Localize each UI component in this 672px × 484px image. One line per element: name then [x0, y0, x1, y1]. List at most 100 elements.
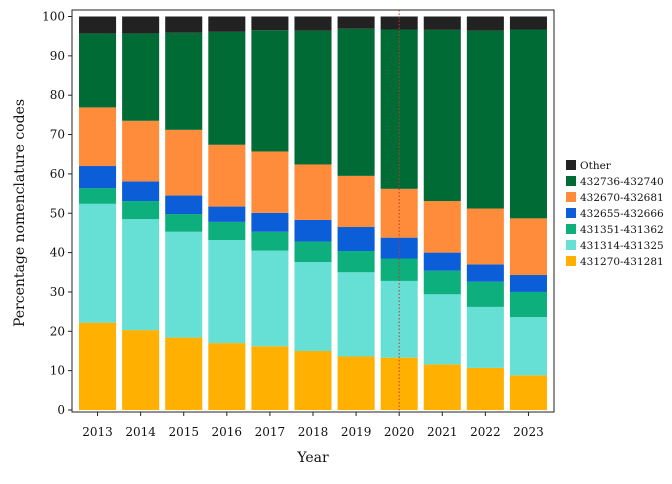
bar-segment-432736-432740-2021: [423, 29, 461, 202]
bar-segment-431314-431325-2023: [509, 317, 547, 376]
bar-segment-431314-431325-2014: [122, 219, 160, 331]
bar-segment-431270-431281-2021: [423, 364, 461, 410]
bar-segment-431351-431362-2013: [79, 188, 117, 204]
bar-segment-Other-2020: [380, 16, 418, 30]
bar-segment-431314-431325-2013: [79, 203, 117, 323]
bar-segment-432655-432666-2023: [509, 275, 547, 292]
y-tick-label: 60: [50, 167, 65, 181]
legend-swatch-432736-432740: [566, 176, 576, 186]
legend-swatch-431270-431281: [566, 256, 576, 266]
legend-label-432736-432740: 432736-432740: [580, 176, 664, 188]
bar-segment-432655-432666-2018: [294, 219, 332, 242]
bar-segment-432655-432666-2017: [251, 212, 289, 232]
bar-segment-Other-2013: [79, 16, 117, 34]
bar-segment-Other-2018: [294, 16, 332, 31]
bar-segment-432670-432681-2013: [79, 107, 117, 167]
x-tick-label: 2017: [255, 425, 286, 439]
bar-segment-432655-432666-2022: [466, 264, 504, 282]
bar-segment-432655-432666-2015: [165, 195, 203, 215]
bar-segment-432670-432681-2023: [509, 218, 547, 276]
legend-label-432655-432666: 432655-432666: [580, 208, 664, 220]
bar-segment-432670-432681-2016: [208, 144, 246, 207]
x-tick-label: 2018: [298, 425, 329, 439]
bar-segment-432670-432681-2019: [337, 175, 375, 228]
bar-segment-432655-432666-2021: [423, 252, 461, 271]
y-tick-label: 90: [50, 49, 65, 63]
y-tick-label: 50: [50, 206, 65, 220]
bar-segment-431351-431362-2014: [122, 201, 160, 220]
x-axis-title: Year: [296, 450, 329, 466]
x-tick-label: 2019: [341, 425, 372, 439]
bar-segment-431351-431362-2017: [251, 231, 289, 251]
legend-swatch-432670-432681: [566, 192, 576, 202]
bar-segment-432655-432666-2016: [208, 206, 246, 222]
legend-label-432670-432681: 432670-432681: [580, 192, 664, 204]
legend-label-431270-431281: 431270-431281: [580, 256, 664, 268]
bar-segment-431351-431362-2019: [337, 251, 375, 273]
bar-segment-432736-432740-2018: [294, 30, 332, 165]
y-tick-label: 80: [50, 88, 65, 102]
bar-segment-431270-431281-2016: [208, 343, 246, 410]
bar-segment-432736-432740-2017: [251, 30, 289, 152]
x-tick-label: 2013: [82, 425, 113, 439]
bar-segment-432736-432740-2013: [79, 33, 117, 108]
bar-segment-432670-432681-2017: [251, 151, 289, 213]
bar-segment-431351-431362-2018: [294, 241, 332, 263]
bar-segment-432670-432681-2015: [165, 129, 203, 196]
bar-segment-431351-431362-2022: [466, 281, 504, 307]
y-tick-label: 40: [50, 246, 65, 260]
bar-segment-431270-431281-2018: [294, 350, 332, 410]
legend-swatch-431351-431362: [566, 224, 576, 234]
y-tick-label: 0: [57, 403, 65, 417]
bar-segment-431314-431325-2021: [423, 294, 461, 365]
bar-segment-432736-432740-2015: [165, 32, 203, 130]
bar-segment-Other-2015: [165, 16, 203, 33]
bar-segment-432655-432666-2019: [337, 227, 375, 252]
bar-segment-432736-432740-2022: [466, 30, 504, 209]
bar-segment-Other-2023: [509, 16, 547, 30]
bar-segment-431314-431325-2017: [251, 250, 289, 347]
bar-segment-432670-432681-2022: [466, 208, 504, 265]
bar-segment-Other-2019: [337, 16, 375, 29]
bar-segment-Other-2014: [122, 16, 160, 34]
bar-segment-431351-431362-2015: [165, 214, 203, 232]
bar-segment-Other-2017: [251, 16, 289, 31]
legend-swatch-432655-432666: [566, 208, 576, 218]
bar-segment-432736-432740-2014: [122, 33, 160, 121]
axes-layer: 0 10 20 30 40 50 60 70 80 90 100 2013 2014 2015 2016 20…: [42, 9, 555, 439]
bar-segment-431351-431362-2016: [208, 221, 246, 241]
bar-segment-431314-431325-2016: [208, 240, 246, 344]
legend-swatch-Other: [566, 160, 576, 170]
x-tick-label: 2022: [470, 425, 501, 439]
bar-segment-432736-432740-2023: [509, 29, 547, 219]
x-tick-label: 2014: [125, 425, 156, 439]
bar-segment-431270-431281-2017: [251, 346, 289, 410]
bar-segment-432736-432740-2016: [208, 31, 246, 145]
legend: Other 432736-432740 432670-432681 432655-43…: [566, 160, 664, 268]
bar-segment-431314-431325-2022: [466, 306, 504, 368]
bar-segment-431270-431281-2019: [337, 356, 375, 410]
bar-segment-432655-432666-2014: [122, 181, 160, 202]
bar-segment-432655-432666-2013: [79, 166, 117, 189]
bar-segment-Other-2016: [208, 16, 246, 32]
bar-segment-431351-431362-2021: [423, 270, 461, 295]
y-tick-label: 70: [50, 128, 65, 142]
bars-layer: [79, 16, 547, 410]
legend-swatch-431314-431325: [566, 240, 576, 250]
x-tick-label: 2023: [513, 425, 544, 439]
bar-segment-432670-432681-2018: [294, 164, 332, 220]
bar-segment-Other-2021: [423, 16, 461, 30]
x-tick-label: 2020: [384, 425, 415, 439]
bar-segment-Other-2022: [466, 16, 504, 31]
bar-segment-431314-431325-2015: [165, 231, 203, 338]
y-tick-label: 100: [42, 10, 65, 24]
bar-segment-432670-432681-2014: [122, 120, 160, 182]
bar-segment-432670-432681-2021: [423, 201, 461, 253]
bar-segment-431314-431325-2018: [294, 262, 332, 351]
y-axis-title: Percentage nomenclature codes: [12, 99, 28, 327]
x-tick-label: 2015: [168, 425, 199, 439]
bar-segment-431270-431281-2020: [380, 357, 418, 410]
legend-label-Other: Other: [580, 160, 612, 172]
